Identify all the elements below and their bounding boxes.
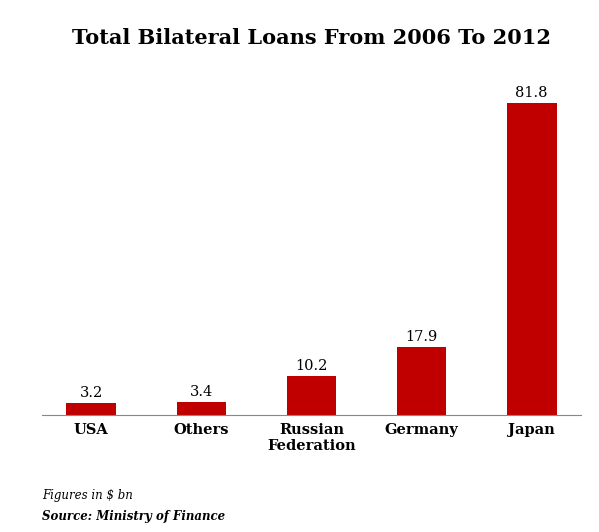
Text: 81.8: 81.8 xyxy=(516,86,548,99)
Bar xyxy=(287,376,336,415)
Bar xyxy=(397,347,446,415)
Bar xyxy=(507,103,556,415)
Text: 10.2: 10.2 xyxy=(295,359,328,373)
Bar xyxy=(66,403,116,415)
Title: Total Bilateral Loans From 2006 To 2012: Total Bilateral Loans From 2006 To 2012 xyxy=(72,28,551,48)
Text: Source: Ministry of Finance: Source: Ministry of Finance xyxy=(42,510,225,523)
Text: 3.2: 3.2 xyxy=(80,386,103,400)
Text: Figures in $ bn: Figures in $ bn xyxy=(42,489,133,502)
Bar xyxy=(177,402,226,415)
Text: 3.4: 3.4 xyxy=(190,385,213,399)
Text: 17.9: 17.9 xyxy=(406,330,438,344)
